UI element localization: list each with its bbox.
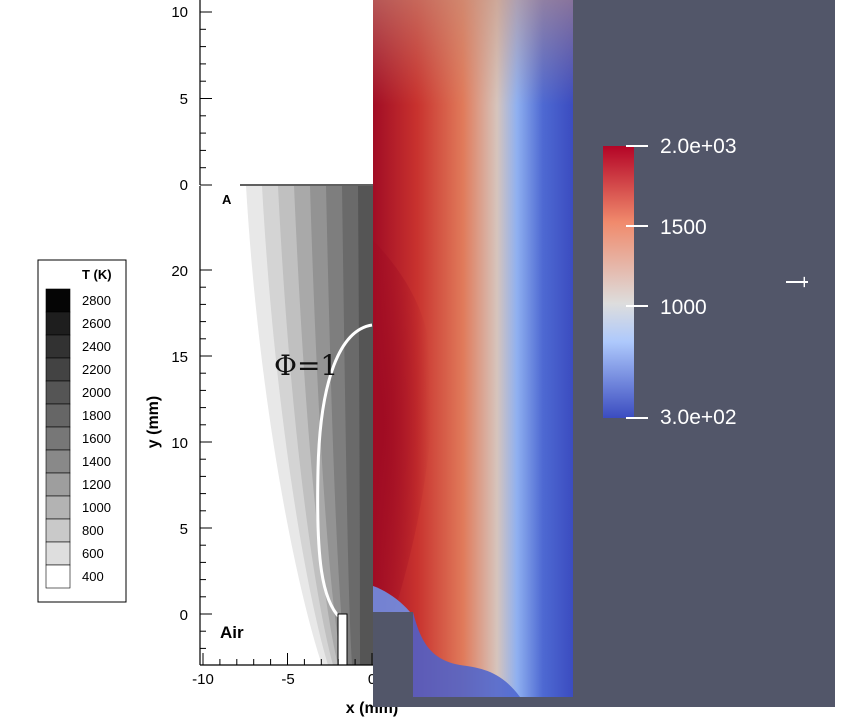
y-tick-label: 20 <box>171 263 188 280</box>
air-annotation: Air <box>220 623 244 642</box>
legend-swatch <box>45 380 71 405</box>
y-tick-label: 5 <box>180 91 188 108</box>
legend-level-label: 400 <box>82 569 104 584</box>
colorbar-tick-label: 2.0e+03 <box>660 135 737 158</box>
y-tick-label: 0 <box>180 177 188 194</box>
y-axis-label: y (mm) <box>145 396 162 448</box>
y-tick-label: 0 <box>180 607 188 624</box>
legend-level-label: 2400 <box>82 339 111 354</box>
temperature-colorbar <box>603 145 808 419</box>
temperature-legend: T (K) 2800 2600 2400 2200 2000 1800 1600 1400 12… <box>37 259 127 603</box>
legend-level-label: 1800 <box>82 408 111 423</box>
x-tick-label: 0 <box>368 671 376 688</box>
legend-swatch <box>45 541 71 566</box>
legend-level-label: 2800 <box>82 293 111 308</box>
flame-field <box>373 0 573 697</box>
legend-swatch <box>45 472 71 497</box>
grey-contour-field <box>246 186 375 665</box>
colorbar-title: T <box>788 277 808 288</box>
legend-swatch <box>45 334 71 359</box>
legend-level-label: 1000 <box>82 500 111 515</box>
legend-level-label: 2200 <box>82 362 111 377</box>
y-tick-label: 10 <box>171 4 188 21</box>
legend-swatch <box>45 564 71 589</box>
legend-swatch <box>45 311 71 336</box>
legend-title: T (K) <box>82 267 112 282</box>
legend-swatch <box>45 403 71 428</box>
legend-swatch <box>45 495 71 520</box>
colorbar-tick-label: 3.0e+02 <box>660 406 737 429</box>
legend-swatch <box>45 426 71 451</box>
y-tick-label: 5 <box>180 521 188 538</box>
legend-swatch <box>45 449 71 474</box>
colorbar-tick-label: 1500 <box>660 216 707 239</box>
legend-level-label: 2600 <box>82 316 111 331</box>
legend-level-label: 1400 <box>82 454 111 469</box>
colorbar-tick-label: 1000 <box>660 296 707 319</box>
legend-level-label: 800 <box>82 523 104 538</box>
y-tick-label: 10 <box>171 435 188 452</box>
legend-level-label: 1600 <box>82 431 111 446</box>
x-tick-label: -5 <box>281 671 294 688</box>
phi-annotation: Φ=1 <box>274 349 338 382</box>
inlet-block <box>373 612 413 707</box>
legend-swatch <box>45 518 71 543</box>
left-plot-frame <box>199 184 375 666</box>
legend-swatch <box>45 357 71 382</box>
x-tick-label: -10 <box>192 671 214 688</box>
corner-annotation: A <box>222 192 232 207</box>
top-y-axis <box>199 0 212 186</box>
legend-level-label: 600 <box>82 546 104 561</box>
legend-level-label: 1200 <box>82 477 111 492</box>
y-tick-label: 15 <box>171 349 188 366</box>
legend-swatch <box>45 288 71 313</box>
legend-level-label: 2000 <box>82 385 111 400</box>
